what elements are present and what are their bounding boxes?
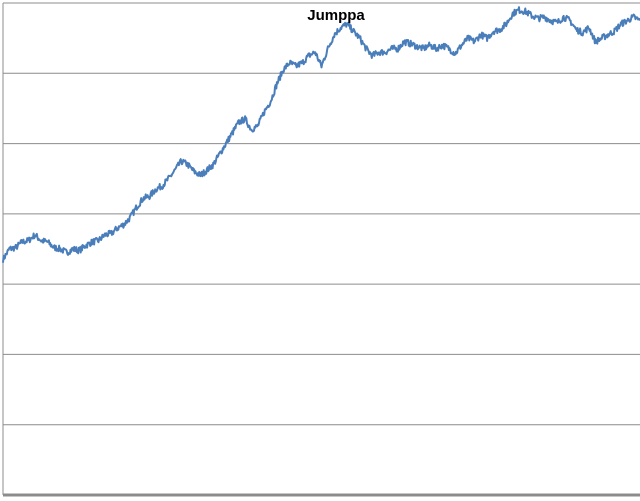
chart-title: Jumppa (307, 7, 365, 24)
series-line-0 (2, 6, 640, 263)
